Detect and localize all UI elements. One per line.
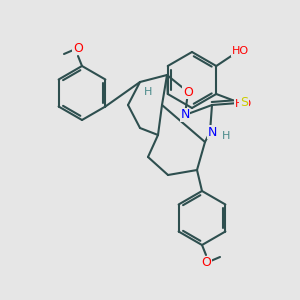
Text: H: H — [222, 131, 230, 141]
Text: HO: HO — [235, 99, 252, 109]
Text: O: O — [201, 256, 211, 269]
Text: O: O — [183, 85, 193, 98]
Text: O: O — [73, 41, 83, 55]
Text: S: S — [240, 97, 248, 110]
Text: N: N — [207, 125, 217, 139]
Text: HO: HO — [232, 46, 249, 56]
Text: N: N — [180, 109, 190, 122]
Text: H: H — [144, 87, 152, 97]
